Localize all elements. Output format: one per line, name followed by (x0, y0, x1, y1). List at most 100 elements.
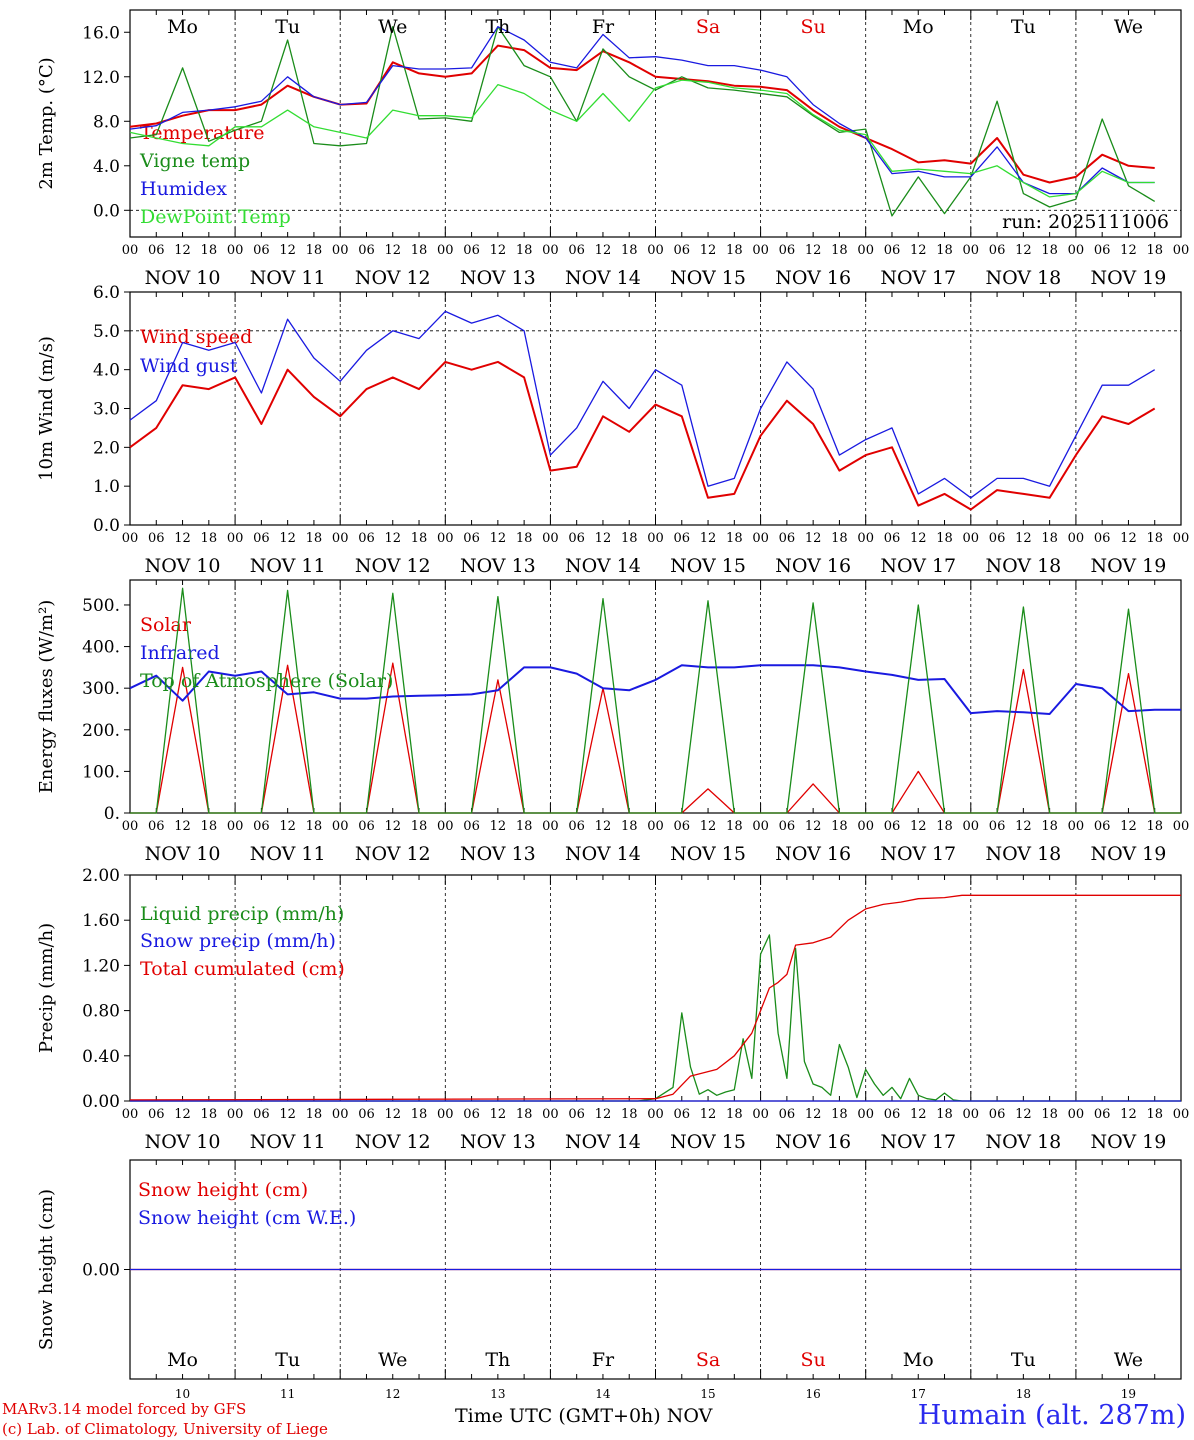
hour-tick-label: 12 (384, 819, 401, 834)
hour-tick-label: 00 (437, 531, 454, 546)
date-label: NOV 19 (1091, 555, 1167, 577)
day-name: Tu (1011, 16, 1036, 38)
hour-tick-label: 00 (542, 243, 559, 258)
date-label: NOV 11 (250, 1131, 326, 1153)
hour-tick-label: 06 (463, 531, 480, 546)
day-name: Fr (592, 1349, 615, 1371)
day-number: 19 (1121, 1387, 1136, 1401)
date-label: NOV 19 (1091, 843, 1167, 865)
legend-entry: Infrared (140, 642, 220, 664)
hour-tick-label: 06 (358, 819, 375, 834)
hour-tick-label: 12 (910, 531, 927, 546)
hour-tick-label: 18 (1041, 243, 1058, 258)
hour-tick-label: 06 (148, 819, 165, 834)
y-tick-label: 6.0 (93, 283, 120, 303)
y-tick-label: 5.0 (93, 322, 120, 342)
hour-tick-label: 12 (805, 819, 822, 834)
hour-tick-label: 00 (647, 531, 664, 546)
hour-tick-label: 06 (779, 531, 796, 546)
hour-tick-label: 12 (910, 1107, 927, 1122)
hour-tick-label: 12 (595, 531, 612, 546)
date-label: NOV 13 (460, 1131, 536, 1153)
hour-tick-label: 12 (490, 243, 507, 258)
hour-tick-label: 12 (1120, 531, 1137, 546)
series-line-humidex (129, 26, 1155, 195)
hour-tick-label: 06 (989, 243, 1006, 258)
hour-tick-label: 06 (568, 1107, 585, 1122)
hour-tick-label: 06 (463, 243, 480, 258)
hour-tick-label: 00 (1173, 243, 1190, 258)
hour-tick-label: 18 (831, 1107, 848, 1122)
y-axis-title: Energy fluxes (W/m²) (36, 600, 57, 794)
hour-tick-label: 00 (1068, 1107, 1085, 1122)
hour-tick-label: 12 (279, 243, 296, 258)
date-label: NOV 17 (880, 555, 956, 577)
hour-tick-label: 00 (332, 819, 349, 834)
hour-tick-label: 00 (752, 243, 769, 258)
series-line-infrared (129, 664, 1181, 715)
hour-tick-label: 00 (752, 1107, 769, 1122)
hour-tick-label: 12 (174, 1107, 191, 1122)
hour-tick-label: 06 (989, 819, 1006, 834)
hour-tick-label: 06 (253, 531, 270, 546)
date-label: NOV 13 (460, 843, 536, 865)
date-label: NOV 19 (1091, 267, 1167, 289)
legend-entry: Top of Atmosphere (Solar) (140, 670, 393, 692)
day-name: Su (801, 1349, 826, 1371)
hour-tick-label: 06 (1094, 819, 1111, 834)
date-label: NOV 15 (670, 843, 746, 865)
hour-tick-label: 00 (437, 243, 454, 258)
hour-tick-label: 18 (411, 819, 428, 834)
hour-tick-label: 18 (411, 1107, 428, 1122)
legend-entry: Snow height (cm W.E.) (138, 1207, 356, 1229)
hour-tick-label: 18 (411, 243, 428, 258)
legend-entry: Snow height (cm) (138, 1179, 308, 1201)
date-label: NOV 17 (880, 1131, 956, 1153)
station-name: Humain (alt. 287m) (917, 1400, 1186, 1431)
hour-tick-label: 12 (1015, 243, 1032, 258)
day-name: Tu (1011, 1349, 1036, 1371)
day-name: Mo (167, 1349, 198, 1371)
hour-tick-label: 12 (384, 1107, 401, 1122)
hour-tick-label: 00 (857, 243, 874, 258)
hour-tick-label: 18 (516, 243, 533, 258)
day-number: 13 (490, 1387, 505, 1401)
hour-tick-label: 00 (647, 1107, 664, 1122)
hour-tick-label: 06 (148, 243, 165, 258)
hour-tick-label: 18 (1146, 1107, 1163, 1122)
hour-tick-label: 18 (936, 819, 953, 834)
series-line-wind-speed (129, 360, 1156, 511)
x-axis-title: Time UTC (GMT+0h) NOV (455, 1405, 712, 1427)
y-tick-label: 1.20 (82, 956, 120, 976)
y-tick-label: 4.0 (93, 157, 120, 177)
day-name: Fr (592, 16, 615, 38)
hour-tick-label: 00 (857, 819, 874, 834)
hour-tick-label: 06 (358, 243, 375, 258)
hour-tick-label: 12 (384, 531, 401, 546)
hour-tick-label: 12 (1015, 531, 1032, 546)
day-name: Tu (275, 1349, 300, 1371)
hour-tick-label: 18 (516, 1107, 533, 1122)
day-number: 15 (700, 1387, 715, 1401)
date-label: NOV 16 (775, 555, 851, 577)
day-name: Tu (275, 16, 300, 38)
date-label: NOV 16 (775, 843, 851, 865)
legend-entry: Total cumulated (cm) (140, 958, 345, 980)
hour-tick-label: 00 (1068, 819, 1085, 834)
series-line-vigne-temp (129, 26, 1156, 217)
day-name: We (378, 16, 407, 38)
hour-tick-label: 00 (647, 243, 664, 258)
y-tick-label: 1.0 (93, 477, 120, 497)
hour-tick-label: 18 (1041, 1107, 1058, 1122)
date-label: NOV 16 (775, 1131, 851, 1153)
hour-tick-label: 00 (752, 531, 769, 546)
hour-tick-label: 06 (989, 531, 1006, 546)
day-number: 16 (806, 1387, 821, 1401)
series-line-top-of-atmosphere-solar- (130, 587, 1181, 814)
date-label: NOV 13 (460, 267, 536, 289)
hour-tick-label: 06 (253, 243, 270, 258)
hour-tick-label: 00 (1173, 1107, 1190, 1122)
hour-tick-label: 18 (831, 243, 848, 258)
hour-tick-label: 06 (884, 1107, 901, 1122)
